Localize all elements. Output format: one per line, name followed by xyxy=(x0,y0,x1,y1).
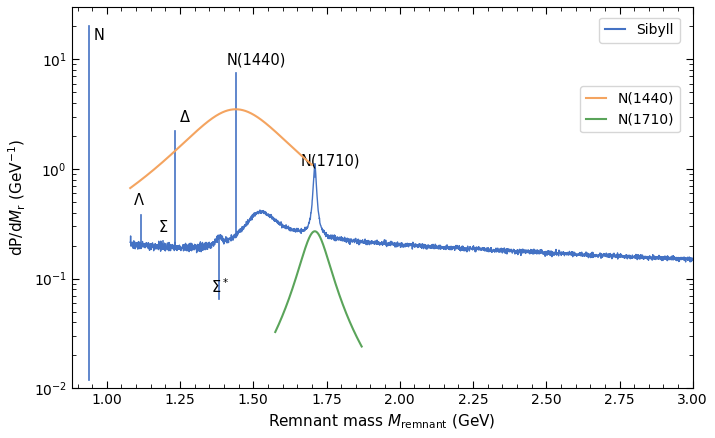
X-axis label: Remnant mass $M_\mathrm{remnant}$ (GeV): Remnant mass $M_\mathrm{remnant}$ (GeV) xyxy=(268,413,496,431)
Legend: N(1440), N(1710): N(1440), N(1710) xyxy=(580,86,679,132)
Text: N: N xyxy=(94,28,104,43)
Text: $\Lambda$: $\Lambda$ xyxy=(133,192,145,208)
Text: $\Sigma^*$: $\Sigma^*$ xyxy=(211,277,229,296)
Text: N(1440): N(1440) xyxy=(227,52,286,67)
Text: $\Sigma$: $\Sigma$ xyxy=(158,219,168,235)
Text: N(1710): N(1710) xyxy=(300,154,360,169)
Text: $\Delta$: $\Delta$ xyxy=(179,110,190,125)
Y-axis label: dP/d$M_\mathrm{r}$ (GeV$^{-1}$): dP/d$M_\mathrm{r}$ (GeV$^{-1}$) xyxy=(7,139,28,256)
